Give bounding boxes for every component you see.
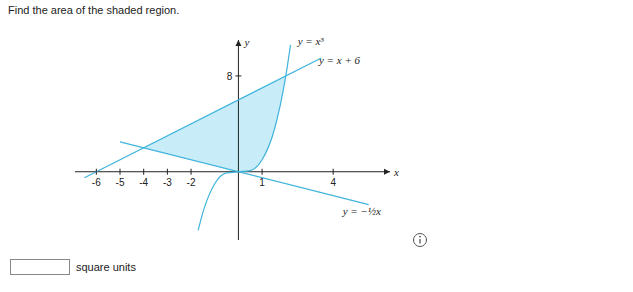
svg-text:y = x³: y = x³	[297, 35, 325, 47]
svg-text:-3: -3	[163, 177, 172, 188]
svg-text:4: 4	[330, 177, 336, 188]
svg-text:-2: -2	[187, 177, 196, 188]
svg-text:8: 8	[227, 71, 233, 82]
svg-text:-5: -5	[116, 177, 125, 188]
html-text:square units: square units	[76, 261, 136, 273]
html-text:Find the area of the shaded re: Find the area of the shaded region.	[8, 4, 180, 16]
svg-text:-4: -4	[139, 177, 148, 188]
svg-text:1: 1	[259, 177, 265, 188]
svg-text:x: x	[393, 166, 399, 178]
svg-text:y: y	[243, 36, 249, 48]
svg-text:y = x + 6: y = x + 6	[318, 54, 361, 66]
svg-text:y = −½x: y = −½x	[342, 205, 381, 217]
svg-text:-6: -6	[92, 177, 101, 188]
